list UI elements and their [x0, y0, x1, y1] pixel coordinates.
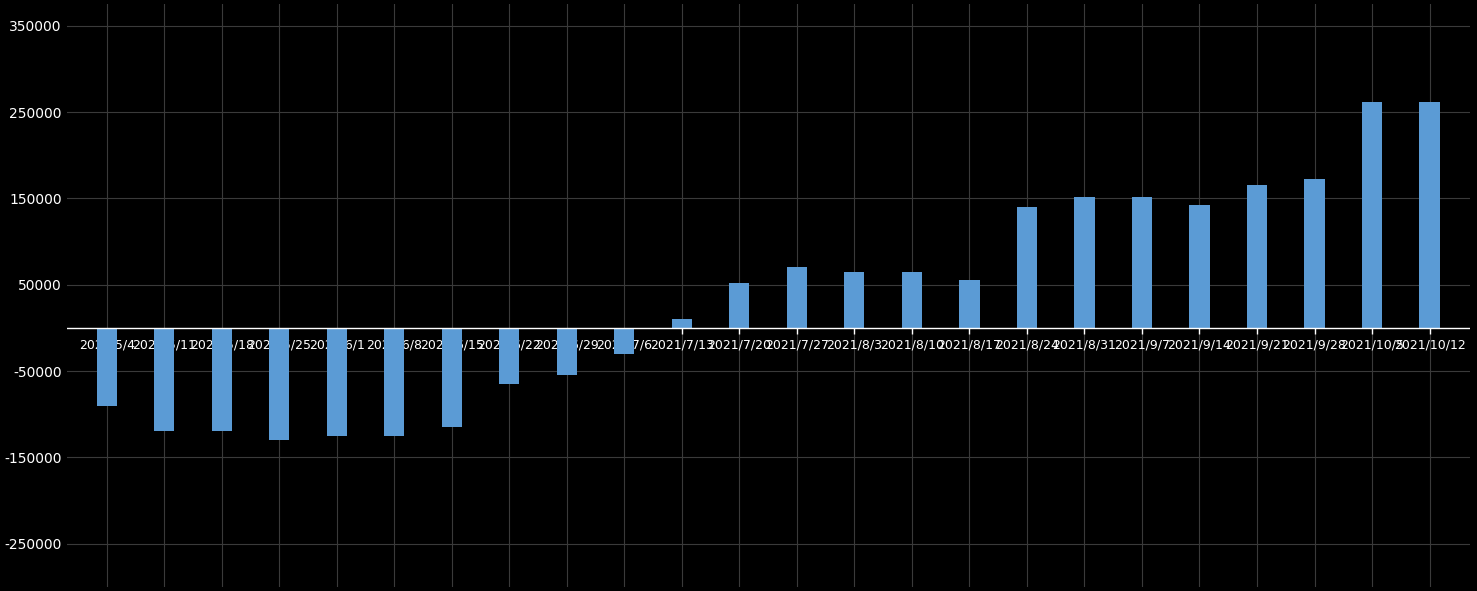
Bar: [1419, 102, 1440, 328]
Bar: [1247, 186, 1267, 328]
Bar: [557, 328, 578, 375]
Bar: [1362, 102, 1382, 328]
Bar: [211, 328, 232, 431]
Bar: [787, 268, 806, 328]
Bar: [730, 283, 749, 328]
Bar: [499, 328, 520, 384]
Bar: [1304, 180, 1325, 328]
Bar: [1074, 197, 1094, 328]
Bar: [154, 328, 174, 431]
Bar: [1189, 205, 1210, 328]
Bar: [902, 272, 922, 328]
Bar: [326, 328, 347, 436]
Bar: [384, 328, 405, 436]
Bar: [442, 328, 462, 427]
Bar: [845, 272, 864, 328]
Bar: [1016, 207, 1037, 328]
Bar: [960, 280, 979, 328]
Bar: [1131, 197, 1152, 328]
Bar: [269, 328, 289, 440]
Bar: [672, 319, 691, 328]
Bar: [614, 328, 635, 354]
Bar: [96, 328, 117, 405]
